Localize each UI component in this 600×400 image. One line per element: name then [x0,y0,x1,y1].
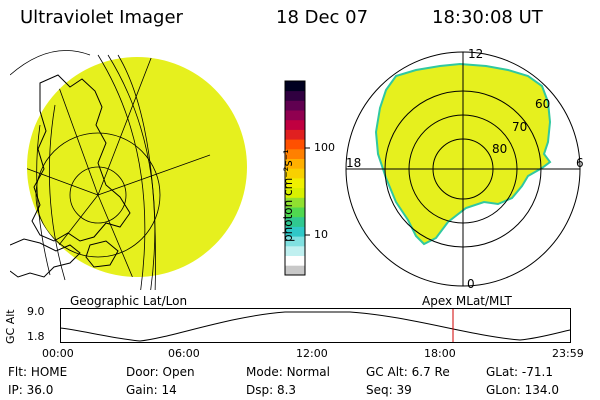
x-tick-1800: 18:00 [424,347,456,360]
altitude-plot [60,308,571,343]
status-seq: Seq: 39 [366,383,412,397]
color-bar-segment [285,245,305,256]
color-bar [285,81,305,276]
color-bar-segment [285,226,305,237]
observation-date: 18 Dec 07 [276,7,369,28]
status-door-key: Door: [126,365,159,379]
status-gain-key: Gain: [126,383,158,397]
magnetic-polar-panel [345,51,581,287]
lat-60-label: 60 [535,97,551,111]
altitude-plot-frame [60,308,571,343]
status-ip-key: IP: [8,383,23,397]
color-bar-segment [285,81,305,92]
status-flight: Flt: HOME [8,365,67,379]
color-bar-segment [285,129,305,140]
status-door-value: Open [162,365,195,379]
geographic-label: Geographic Lat/Lon [70,294,188,308]
altitude-curve [60,311,571,342]
color-bar-segment [285,197,305,208]
x-tick-0000: 00:00 [42,347,74,360]
lat-80-label: 80 [492,142,508,156]
status-gain: Gain: 14 [126,383,177,397]
color-bar-segment [285,110,305,121]
color-bar-segment [285,90,305,101]
x-tick-2359: 23:59 [552,347,584,360]
geographic-image-panel [10,50,247,290]
coastline-island [85,240,119,268]
instrument-title: Ultraviolet Imager [20,7,183,28]
color-bar-segment [285,168,305,179]
altitude-max-label: 9.0 [27,305,45,318]
status-mode: Mode: Normal [246,365,330,379]
earth-disk [27,57,247,277]
status-dsp-value: 8.3 [276,383,297,397]
color-bar-segment [285,158,305,169]
color-scale [284,80,310,276]
x-tick-1200: 12:00 [296,347,328,360]
status-seq-key: Seq: [366,383,393,397]
mlt-6-label: 6 [576,156,584,170]
status-door: Door: Open [126,365,195,379]
status-flight-value: HOME [30,365,68,379]
status-dsp: Dsp: 8.3 [246,383,296,397]
colorbar-label-10: 10 [314,228,328,241]
status-gc-alt: GC Alt: 6.7 Re [366,365,450,379]
altitude-axis-label: GC Alt [4,309,17,344]
status-ip: IP: 36.0 [8,383,53,397]
status-glat-value: -71.1 [521,365,553,379]
colorbar-unit-label: photon cm⁻²s⁻¹ [281,149,295,242]
color-bar-segment [285,207,305,218]
coastline-outline [31,74,131,242]
status-flight-key: Flt: [8,365,27,379]
mlt-18-label: 18 [346,156,362,170]
status-glat: GLat: -71.1 [486,365,553,379]
colorbar-label-100: 100 [314,141,335,154]
status-gain-value: 14 [161,383,177,397]
x-tick-0600: 06:00 [168,347,200,360]
mlt-12-label: 12 [468,47,484,61]
color-bar-segment [285,148,305,159]
coastline-south [10,238,81,278]
color-bar-segment [285,265,305,276]
status-gc-alt-value: 6.7 Re [411,365,450,379]
apex-label: Apex MLat/MLT [422,294,512,308]
status-dsp-key: Dsp: [246,383,274,397]
color-bar-segment [285,187,305,198]
status-mode-key: Mode: [246,365,283,379]
status-ip-value: 36.0 [26,383,54,397]
status-glon: GLon: 134.0 [486,383,559,397]
color-bar-segment [285,216,305,227]
status-glon-value: 134.0 [524,383,559,397]
status-seq-value: 39 [396,383,412,397]
color-bar-segment [285,100,305,111]
observation-time: 18:30:08 UT [432,7,543,28]
status-glat-key: GLat: [486,365,519,379]
lat-70-label: 70 [512,120,528,134]
polar-grid [345,51,581,287]
color-bar-segment [285,236,305,247]
color-bar-segment [285,255,305,266]
color-bar-segment [285,139,305,150]
color-bar-segment [285,178,305,189]
status-gc-alt-key: GC Alt: [366,365,408,379]
mlt-0-label: 0 [467,277,475,291]
color-bar-segment [285,119,305,130]
status-mode-value: Normal [286,365,330,379]
status-glon-key: GLon: [486,383,521,397]
altitude-min-label: 1.8 [27,330,45,343]
